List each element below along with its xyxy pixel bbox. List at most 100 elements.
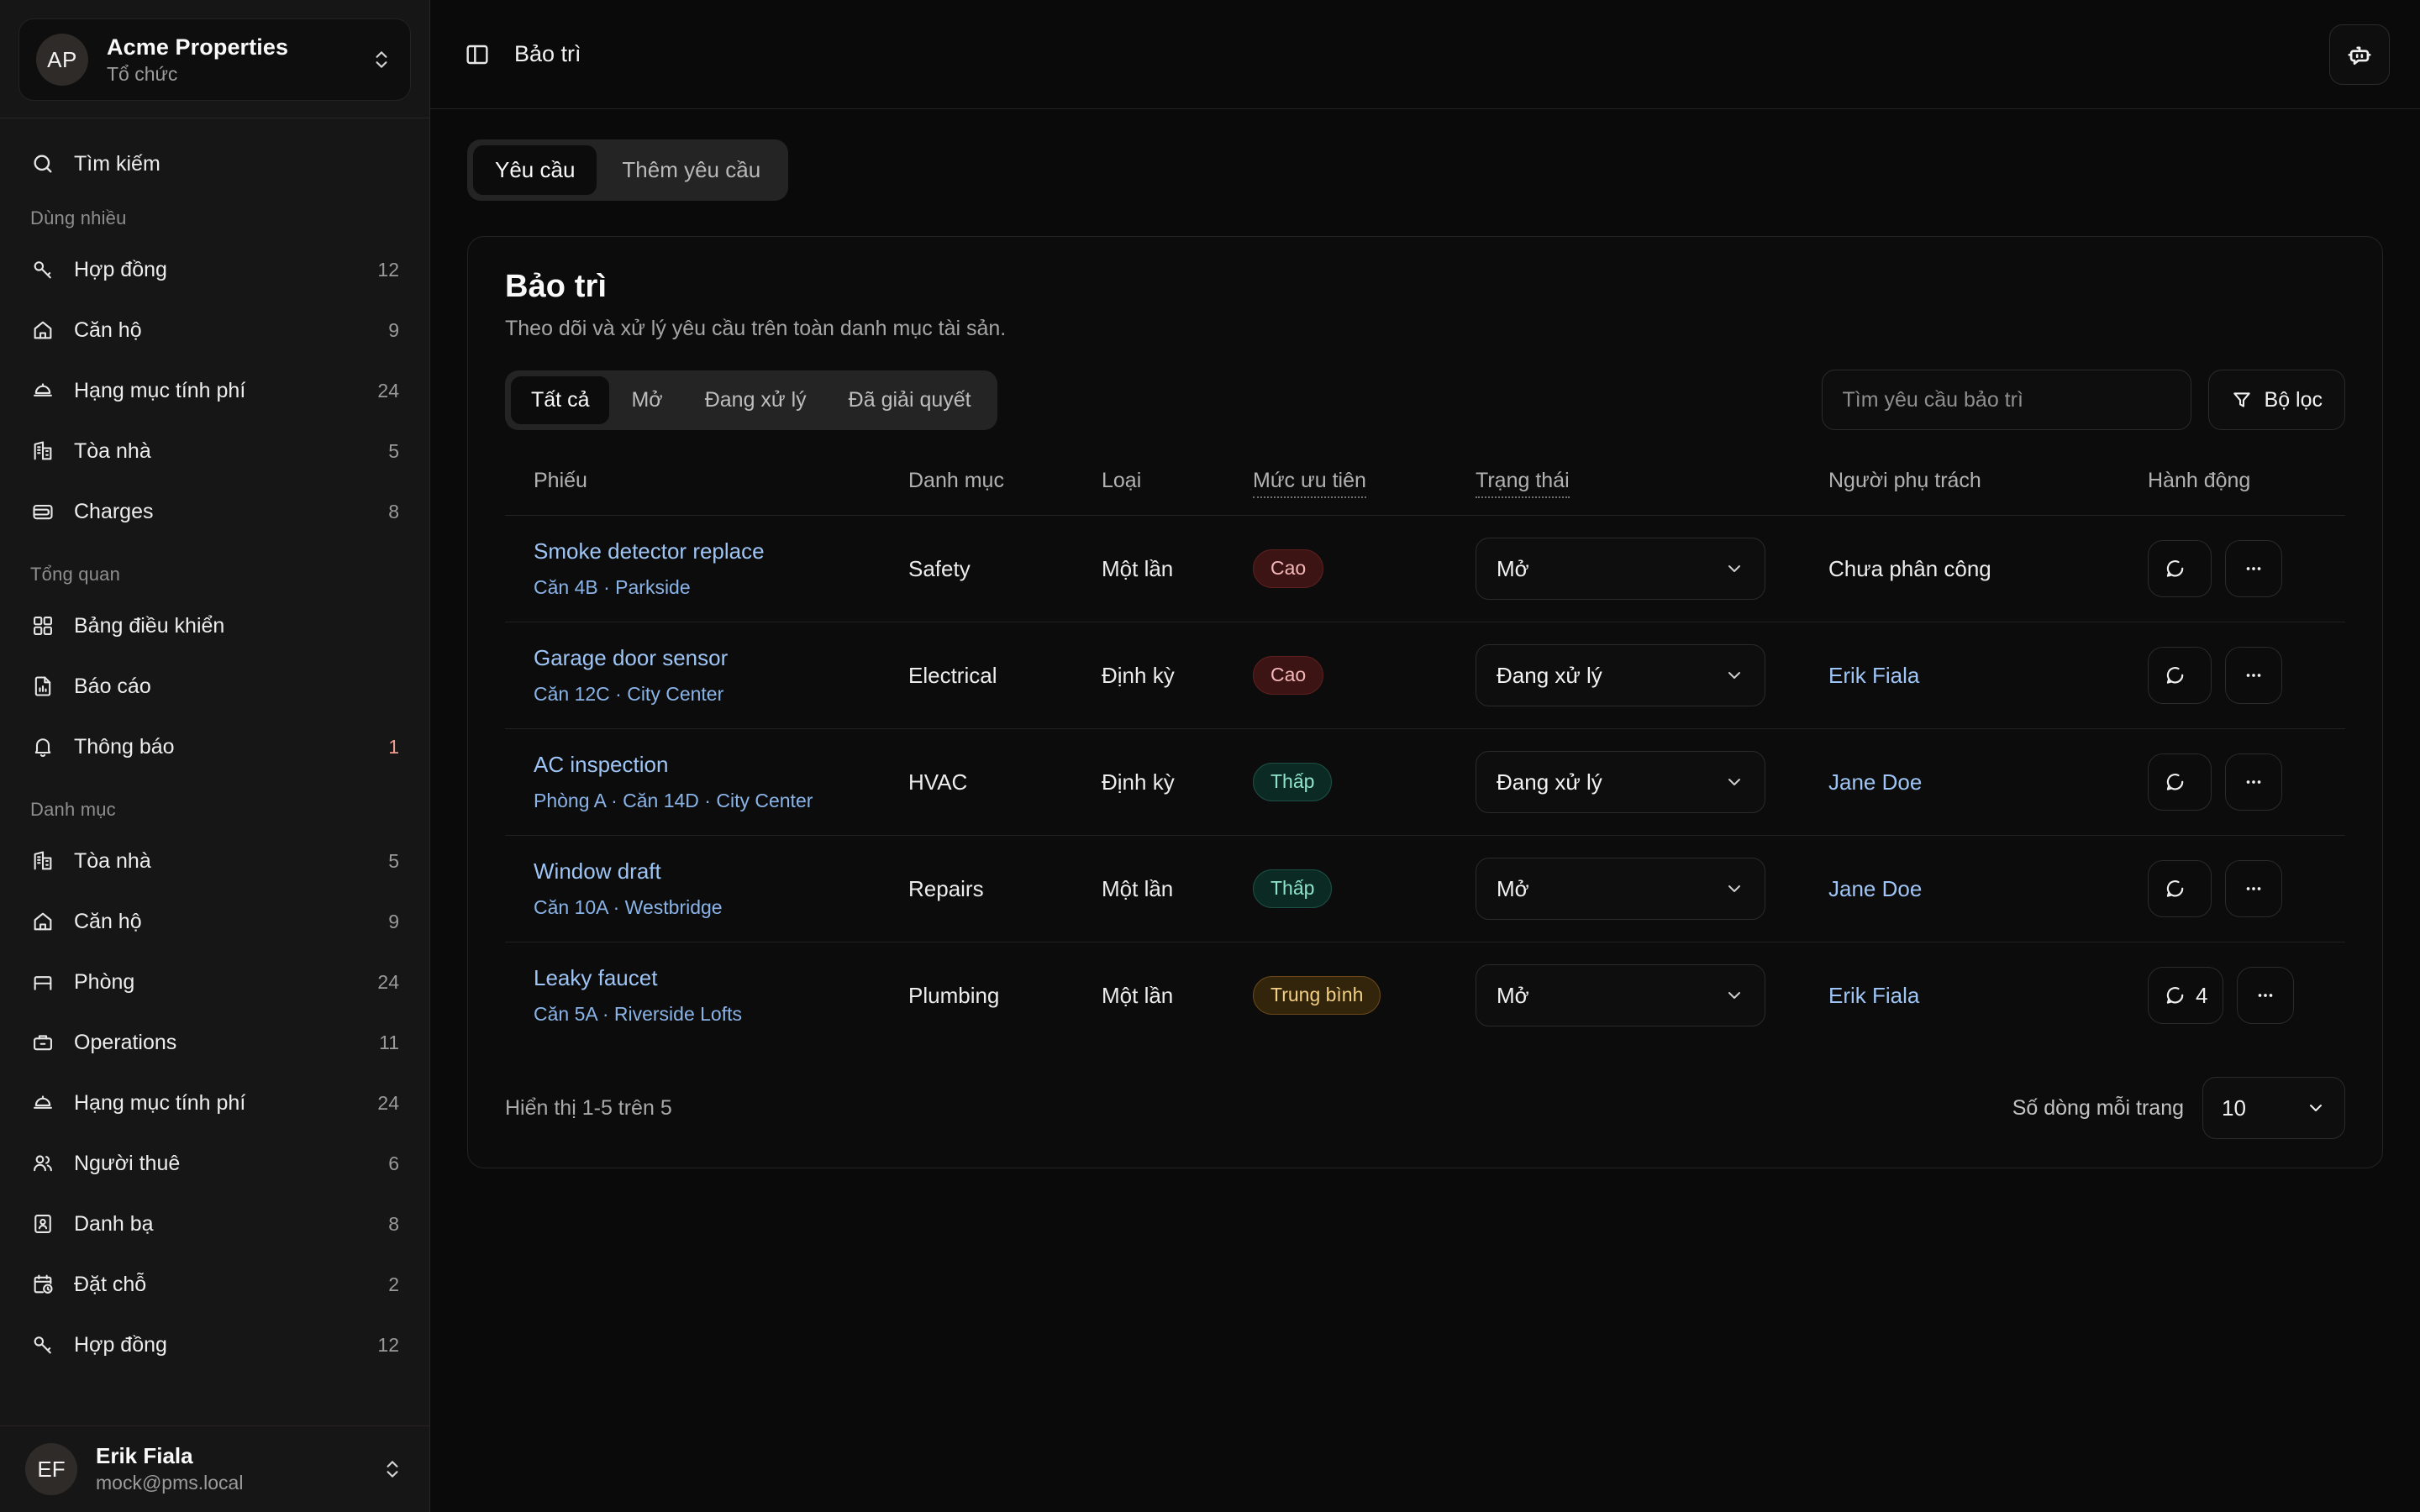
col-muc-uu-tien[interactable]: Mức ưu tiên	[1253, 454, 1476, 516]
filter-tab-mo[interactable]: Mở	[631, 387, 663, 412]
status-filter-tabs[interactable]: Tất cả Mở Đang xử lý Đã giải quyết	[505, 370, 997, 430]
status-dropdown[interactable]: Mở	[1476, 538, 1765, 600]
comments-button[interactable]	[2148, 860, 2212, 917]
assignee-link[interactable]: Erik Fiala	[1828, 662, 1920, 688]
more-actions-button[interactable]	[2225, 753, 2282, 811]
sidebar-item-count: 12	[377, 1333, 399, 1356]
bell-service-icon	[30, 378, 55, 403]
assignee-link[interactable]: Erik Fiala	[1828, 982, 1920, 1008]
sidebar-item-label: Tìm kiếm	[74, 151, 160, 176]
comments-count: 4	[2196, 982, 2208, 1008]
more-actions-button[interactable]	[2225, 860, 2282, 917]
sidebar-item-can-ho[interactable]: Căn hộ 9	[0, 300, 429, 360]
ticket-title-link[interactable]: AC inspection	[534, 752, 669, 778]
sidebar-item-count: 24	[377, 1091, 399, 1114]
assistant-button[interactable]	[2329, 24, 2390, 85]
user-account-switcher[interactable]: EF Erik Fiala mock@pms.local	[0, 1425, 429, 1512]
ticket-title-link[interactable]: Smoke detector replace	[534, 538, 765, 564]
ticket-title-link[interactable]: Window draft	[534, 858, 661, 885]
comments-button[interactable]	[2148, 647, 2212, 704]
filter-tab-tat-ca[interactable]: Tất cả	[511, 375, 610, 424]
comment-icon	[2164, 878, 2186, 900]
card-header: Bảo trì Theo dõi và xử lý yêu cầu trên t…	[468, 237, 2382, 341]
table-row[interactable]: Garage door sensor Căn 12C · City Center…	[505, 622, 2345, 729]
org-switcher-block: AP Acme Properties Tổ chức	[0, 0, 429, 118]
table-row[interactable]: AC inspection Phòng A · Căn 14D · City C…	[505, 728, 2345, 836]
sidebar-item-search[interactable]: Tìm kiếm	[0, 134, 429, 194]
comments-button[interactable]: 4	[2148, 967, 2224, 1024]
more-actions-button[interactable]	[2225, 540, 2282, 597]
sidebar-item-danh-muc-can-ho[interactable]: Căn hộ 9	[0, 891, 429, 952]
ticket-title-link[interactable]: Garage door sensor	[534, 645, 729, 671]
sidebar-item-danh-ba[interactable]: Danh bạ 8	[0, 1194, 429, 1254]
table-row[interactable]: Window draft Căn 10A · Westbridge Repair…	[505, 835, 2345, 942]
bell-icon	[30, 734, 55, 759]
sidebar-item-hop-dong[interactable]: Hợp đồng 12	[0, 239, 429, 300]
assignee-link[interactable]: Jane Doe	[1828, 875, 1923, 901]
filter-button-label: Bộ lọc	[2264, 387, 2323, 412]
user-email: mock@pms.local	[96, 1472, 244, 1494]
comments-button[interactable]	[2148, 540, 2212, 597]
assignee-link[interactable]: Jane Doe	[1828, 769, 1923, 795]
filter-tab-da-giai-quyet[interactable]: Đã giải quyết	[848, 387, 971, 412]
table-header-row: Phiếu Danh mục Loại Mức ưu tiên Trạng th…	[505, 454, 2345, 516]
status-dropdown[interactable]: Đang xử lý	[1476, 644, 1765, 706]
cell-status: Mở	[1476, 835, 1828, 942]
sidebar-item-toa-nha[interactable]: Tòa nhà 5	[0, 421, 429, 481]
sidebar-item-count: 2	[388, 1273, 399, 1295]
row-actions	[2148, 647, 2345, 704]
status-dropdown[interactable]: Mở	[1476, 964, 1765, 1026]
sidebar-item-charges[interactable]: Charges 8	[0, 481, 429, 542]
ticket-location-link[interactable]: Căn 12C · City Center	[534, 682, 724, 705]
table-row[interactable]: Leaky faucet Căn 5A · Riverside Lofts Pl…	[505, 942, 2345, 1049]
sidebar-item-hang-muc-tinh-phi[interactable]: Hạng mục tính phí 24	[0, 360, 429, 421]
comment-icon	[2164, 771, 2186, 793]
ticket-location-link[interactable]: Phòng A · Căn 14D · City Center	[534, 789, 813, 811]
status-badge: Trung bình	[1253, 976, 1381, 1015]
sidebar-item-label: Hợp đồng	[74, 1332, 167, 1357]
status-dropdown[interactable]: Mở	[1476, 858, 1765, 920]
status-value: Mở	[1497, 875, 1529, 901]
status-dropdown[interactable]: Đang xử lý	[1476, 751, 1765, 813]
cell-category: Plumbing	[908, 982, 1000, 1008]
table-row[interactable]: Smoke detector replace Căn 4B · Parkside…	[505, 515, 2345, 622]
view-tabs[interactable]: Yêu cầu Thêm yêu cầu	[467, 139, 789, 201]
sidebar-item-phong[interactable]: Phòng 24	[0, 952, 429, 1012]
sidebar-item-bang-dieu-khien[interactable]: Bảng điều khiển	[0, 596, 429, 656]
ellipsis-icon	[2243, 664, 2265, 686]
org-text: Acme Properties Tổ chức	[107, 34, 351, 85]
sidebar-section-title: Tổng quan	[30, 564, 120, 585]
tab-yeu-cau[interactable]: Yêu cầu	[473, 145, 597, 195]
more-actions-button[interactable]	[2237, 967, 2295, 1024]
sidebar-item-danh-muc-hang-muc-tinh-phi[interactable]: Hạng mục tính phí 24	[0, 1073, 429, 1133]
sidebar-item-nguoi-thue[interactable]: Người thuê 6	[0, 1133, 429, 1194]
sidebar-nav[interactable]: Tìm kiếm Dùng nhiều Hợp đồng 12 Căn hộ 9	[0, 118, 429, 1425]
cell-status: Đang xử lý	[1476, 728, 1828, 836]
tab-them-yeu-cau[interactable]: Thêm yêu cầu	[622, 157, 761, 182]
users-icon	[30, 1151, 55, 1176]
sidebar-item-dat-cho[interactable]: Đặt chỗ 2	[0, 1254, 429, 1315]
rows-per-page-select[interactable]: 10	[2202, 1077, 2345, 1139]
col-trang-thai[interactable]: Trạng thái	[1476, 454, 1828, 516]
sidebar-item-bao-cao[interactable]: Báo cáo	[0, 656, 429, 717]
search-input[interactable]	[1821, 370, 2191, 430]
calendar-clock-icon	[30, 1272, 55, 1297]
status-value: Mở	[1497, 555, 1529, 581]
ticket-location-link[interactable]: Căn 5A · Riverside Lofts	[534, 1002, 743, 1025]
sidebar-item-danh-muc-toa-nha[interactable]: Tòa nhà 5	[0, 831, 429, 891]
sidebar-item-danh-muc-hop-dong[interactable]: Hợp đồng 12	[0, 1315, 429, 1375]
filter-tab-dang-xu-ly[interactable]: Đang xử lý	[704, 387, 807, 412]
ticket-title-link[interactable]: Leaky faucet	[534, 965, 658, 991]
comments-button[interactable]	[2148, 753, 2212, 811]
sidebar-item-count: 8	[388, 1212, 399, 1235]
sidebar-item-operations[interactable]: Operations 11	[0, 1012, 429, 1073]
sidebar-item-label: Đặt chỗ	[74, 1272, 147, 1296]
ticket-location-link[interactable]: Căn 10A · Westbridge	[534, 895, 723, 918]
filter-button[interactable]: Bộ lọc	[2207, 370, 2345, 430]
rows-per-page-label: Số dòng mỗi trang	[2012, 1095, 2184, 1120]
more-actions-button[interactable]	[2225, 647, 2282, 704]
sidebar-panel-icon[interactable]	[464, 40, 492, 69]
ticket-location-link[interactable]: Căn 4B · Parkside	[534, 575, 691, 598]
org-switcher[interactable]: AP Acme Properties Tổ chức	[18, 18, 411, 101]
sidebar-item-thong-bao[interactable]: Thông báo 1	[0, 717, 429, 777]
